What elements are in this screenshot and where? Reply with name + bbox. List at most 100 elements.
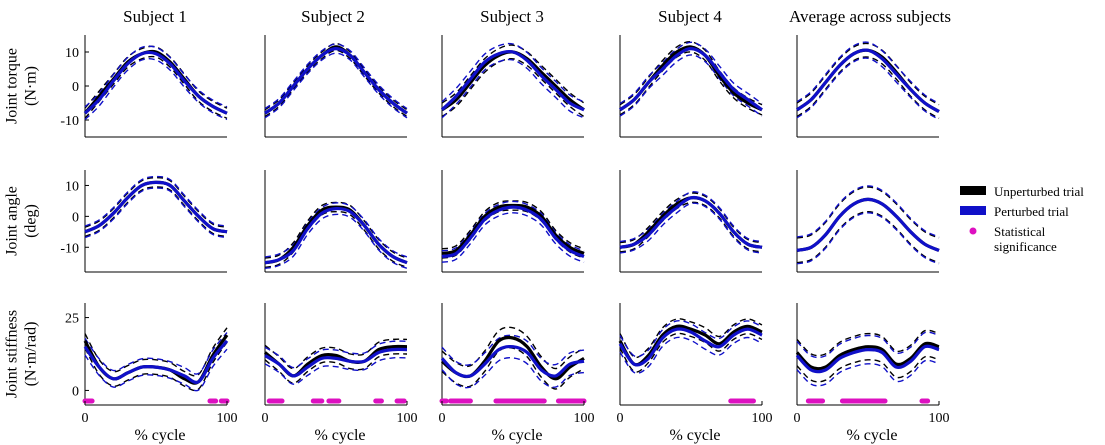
- x-axis-label: % cycle: [491, 427, 542, 444]
- unperturbed-band-line: [84, 45, 228, 109]
- x-tick-label: 100: [397, 411, 418, 426]
- legend-label: Perturbed trial: [994, 204, 1069, 219]
- unperturbed-band-line: [796, 186, 940, 239]
- legend-label: Statistical: [994, 224, 1046, 239]
- subject-title: Subject 4: [658, 7, 722, 26]
- ylabel-line: Joint torque: [4, 48, 21, 124]
- unperturbed-band-line: [264, 42, 408, 111]
- x-tick-label: 100: [929, 411, 950, 426]
- perturbed-mean-line: [796, 48, 940, 113]
- legend: Unperturbed trial Perturbed trial Statisti…: [960, 184, 1084, 254]
- perturbed-band-line: [441, 334, 585, 366]
- unperturbed-band-line: [619, 51, 763, 116]
- ylabel-line: (N·m): [23, 66, 40, 106]
- perturbed-band-line: [441, 212, 585, 263]
- perturbed-band-line: [84, 175, 228, 227]
- unperturbed-mean-line: [796, 48, 940, 113]
- perturbed-band-line: [619, 319, 763, 358]
- unperturbed-mean-line: [264, 45, 408, 115]
- y-tick-label: 10: [65, 179, 79, 194]
- perturbed-band-line: [796, 212, 940, 265]
- perturbed-mean-line: [619, 195, 763, 249]
- panel-c5-r2: [796, 170, 940, 273]
- subject-titles: Subject 1 Subject 2 Subject 3 Subject 4 Aver…: [123, 7, 951, 26]
- x-tick-label: 100: [217, 411, 238, 426]
- perturbed-band-line: [619, 191, 763, 243]
- row-ylabel: Joint angle (deg): [4, 186, 40, 256]
- perturbed-swatch: [960, 206, 986, 215]
- perturbed-mean-line: [264, 206, 408, 265]
- perturbed-band-line: [796, 41, 940, 105]
- panel-c4-r2: [619, 170, 763, 273]
- x-tick-label: 0: [82, 411, 89, 426]
- perturbed-mean-line: [441, 205, 585, 259]
- perturbed-mean-line: [440, 344, 585, 379]
- unperturbed-band-line: [619, 332, 763, 373]
- subject-title: Average across subjects: [789, 7, 951, 26]
- perturbed-band-line: [264, 52, 408, 119]
- x-tick-label: 0: [262, 411, 269, 426]
- unperturbed-band-line: [796, 56, 940, 119]
- perturbed-band-line: [84, 187, 228, 239]
- unperturbed-band-line: [796, 355, 940, 383]
- unperturbed-band-line: [796, 329, 940, 357]
- perturbed-mean-line: [796, 197, 940, 252]
- perturbed-mean-line: [83, 50, 228, 115]
- y-tick-label: -10: [60, 241, 79, 256]
- row-ylabel: Joint torque (N·m): [4, 48, 40, 124]
- perturbed-band-line: [264, 213, 408, 270]
- perturbed-band-line: [796, 331, 940, 359]
- significance-swatch: [969, 227, 977, 235]
- perturbed-band-line: [441, 200, 585, 252]
- unperturbed-band-line: [619, 318, 763, 359]
- unperturbed-band-line: [264, 210, 408, 269]
- perturbed-band-line: [441, 42, 585, 103]
- unperturbed-band-line: [441, 44, 585, 104]
- ylabel-line: (N·m/rad): [23, 322, 40, 387]
- panel-c3-r2: [441, 170, 585, 273]
- panel-c3-r3: 0 100: [439, 303, 595, 426]
- unperturbed-band-line: [84, 176, 228, 228]
- perturbed-mean-line: [264, 347, 408, 378]
- panel-c2-r1: [264, 35, 408, 138]
- perturbed-band-line: [796, 57, 940, 121]
- row-ylabel: Joint stiffness (N·m/rad): [4, 310, 40, 398]
- perturbed-band-line: [264, 356, 408, 385]
- y-tick-label: 0: [72, 210, 79, 225]
- perturbed-band-line: [84, 58, 228, 121]
- perturbed-band-line: [796, 185, 940, 238]
- perturbed-band-line: [796, 359, 940, 387]
- unperturbed-band-line: [441, 57, 585, 118]
- perturbed-mean-line: [618, 327, 763, 367]
- panel-c2-r2: [264, 170, 408, 273]
- perturbed-mean-line: [440, 49, 585, 112]
- x-axis-label: % cycle: [669, 427, 720, 444]
- perturbed-band-line: [84, 348, 228, 392]
- ylabel-line: (deg): [23, 204, 40, 238]
- x-tick-label: 0: [617, 411, 624, 426]
- panel-c1-r1: 10 0 -10: [60, 35, 228, 138]
- panel-c5-r3: 0 100: [794, 303, 950, 426]
- y-tick-label: 0: [72, 80, 79, 95]
- perturbed-band-line: [84, 45, 228, 108]
- panel-c3-r1: [440, 35, 585, 138]
- legend-label: significance: [994, 239, 1057, 254]
- perturbed-band-line: [264, 202, 408, 258]
- x-axis-label: % cycle: [314, 427, 365, 444]
- panel-c5-r1: [796, 35, 940, 138]
- unperturbed-band-line: [441, 326, 585, 370]
- perturbed-mean-line: [795, 344, 940, 374]
- perturbed-mean-line: [83, 339, 229, 384]
- row-labels: Joint torque (N·m) Joint angle (deg) Joint s…: [4, 48, 40, 398]
- perturbed-mean-line: [619, 46, 763, 112]
- perturbed-mean-line: [84, 180, 228, 234]
- subject-title: Subject 1: [123, 7, 187, 26]
- y-tick-label: -10: [60, 114, 79, 129]
- y-tick-label: 25: [65, 312, 79, 327]
- unperturbed-band-line: [619, 201, 763, 253]
- unperturbed-band-line: [84, 186, 228, 238]
- x-axis-labels: % cycle % cycle % cycle % cycle % cycle: [134, 427, 897, 444]
- unperturbed-band-line: [84, 55, 228, 119]
- perturbed-band-line: [619, 202, 763, 254]
